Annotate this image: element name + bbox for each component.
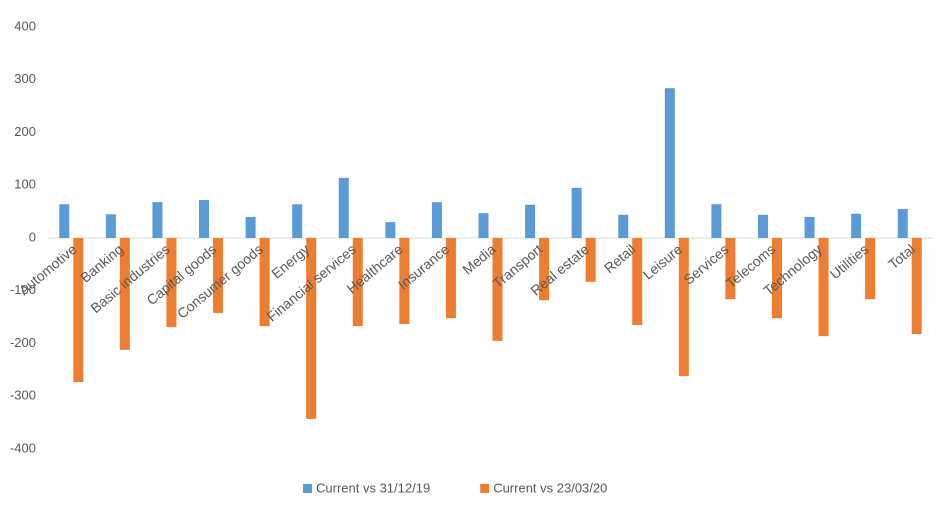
- bar: [105, 214, 116, 238]
- bar: [911, 238, 922, 335]
- bar: [539, 238, 550, 301]
- bar: [199, 200, 210, 238]
- bar: [757, 214, 768, 238]
- bar: [771, 238, 782, 319]
- bar: [399, 238, 410, 324]
- bar: [59, 204, 70, 238]
- bar: [585, 238, 596, 282]
- bar: [618, 214, 629, 238]
- bar: [338, 177, 349, 238]
- bar: [851, 213, 862, 238]
- bar: [492, 238, 503, 341]
- bar: [711, 204, 722, 238]
- y-tick-label: 400: [14, 18, 36, 33]
- bar: [152, 202, 163, 238]
- bar: [213, 238, 224, 313]
- bar: [571, 187, 582, 238]
- y-tick-label: -100: [10, 282, 36, 297]
- y-tick-label: 300: [14, 71, 36, 86]
- bar: [385, 222, 396, 238]
- x-tick-label: Basic industries: [87, 241, 172, 316]
- bar: [725, 238, 736, 300]
- x-tick-label: Automotive: [16, 241, 80, 298]
- legend-swatch: [480, 484, 490, 493]
- y-tick-label: -300: [10, 388, 36, 403]
- y-tick-label: -400: [10, 440, 36, 455]
- bar: [245, 216, 256, 238]
- bar: [445, 238, 456, 319]
- bar: [525, 204, 536, 238]
- bar: [818, 238, 829, 337]
- bar: [897, 208, 908, 238]
- bar: [478, 213, 489, 238]
- bar: [804, 216, 815, 238]
- bar: [292, 204, 303, 238]
- legend-label: Current vs 31/12/19: [316, 480, 430, 495]
- bar: [678, 238, 689, 377]
- bar: [664, 88, 675, 238]
- bar: [259, 238, 270, 327]
- y-tick-label: 100: [14, 177, 36, 192]
- x-tick-label: Leisure: [640, 241, 686, 283]
- x-tick-label: Energy: [268, 241, 312, 282]
- bar: [166, 238, 177, 328]
- y-tick-label: 0: [29, 229, 36, 244]
- bar: [865, 238, 876, 300]
- bar: [73, 238, 84, 383]
- bar: [119, 238, 130, 350]
- bar: [632, 238, 643, 326]
- bar: [306, 238, 317, 419]
- y-tick-label: 200: [14, 124, 36, 139]
- y-tick-label: -200: [10, 335, 36, 350]
- bar: [352, 238, 363, 327]
- bar: [431, 202, 442, 238]
- legend-label: Current vs 23/03/20: [493, 480, 607, 495]
- legend-swatch: [303, 484, 312, 493]
- x-tick-label: Utilities: [827, 241, 872, 282]
